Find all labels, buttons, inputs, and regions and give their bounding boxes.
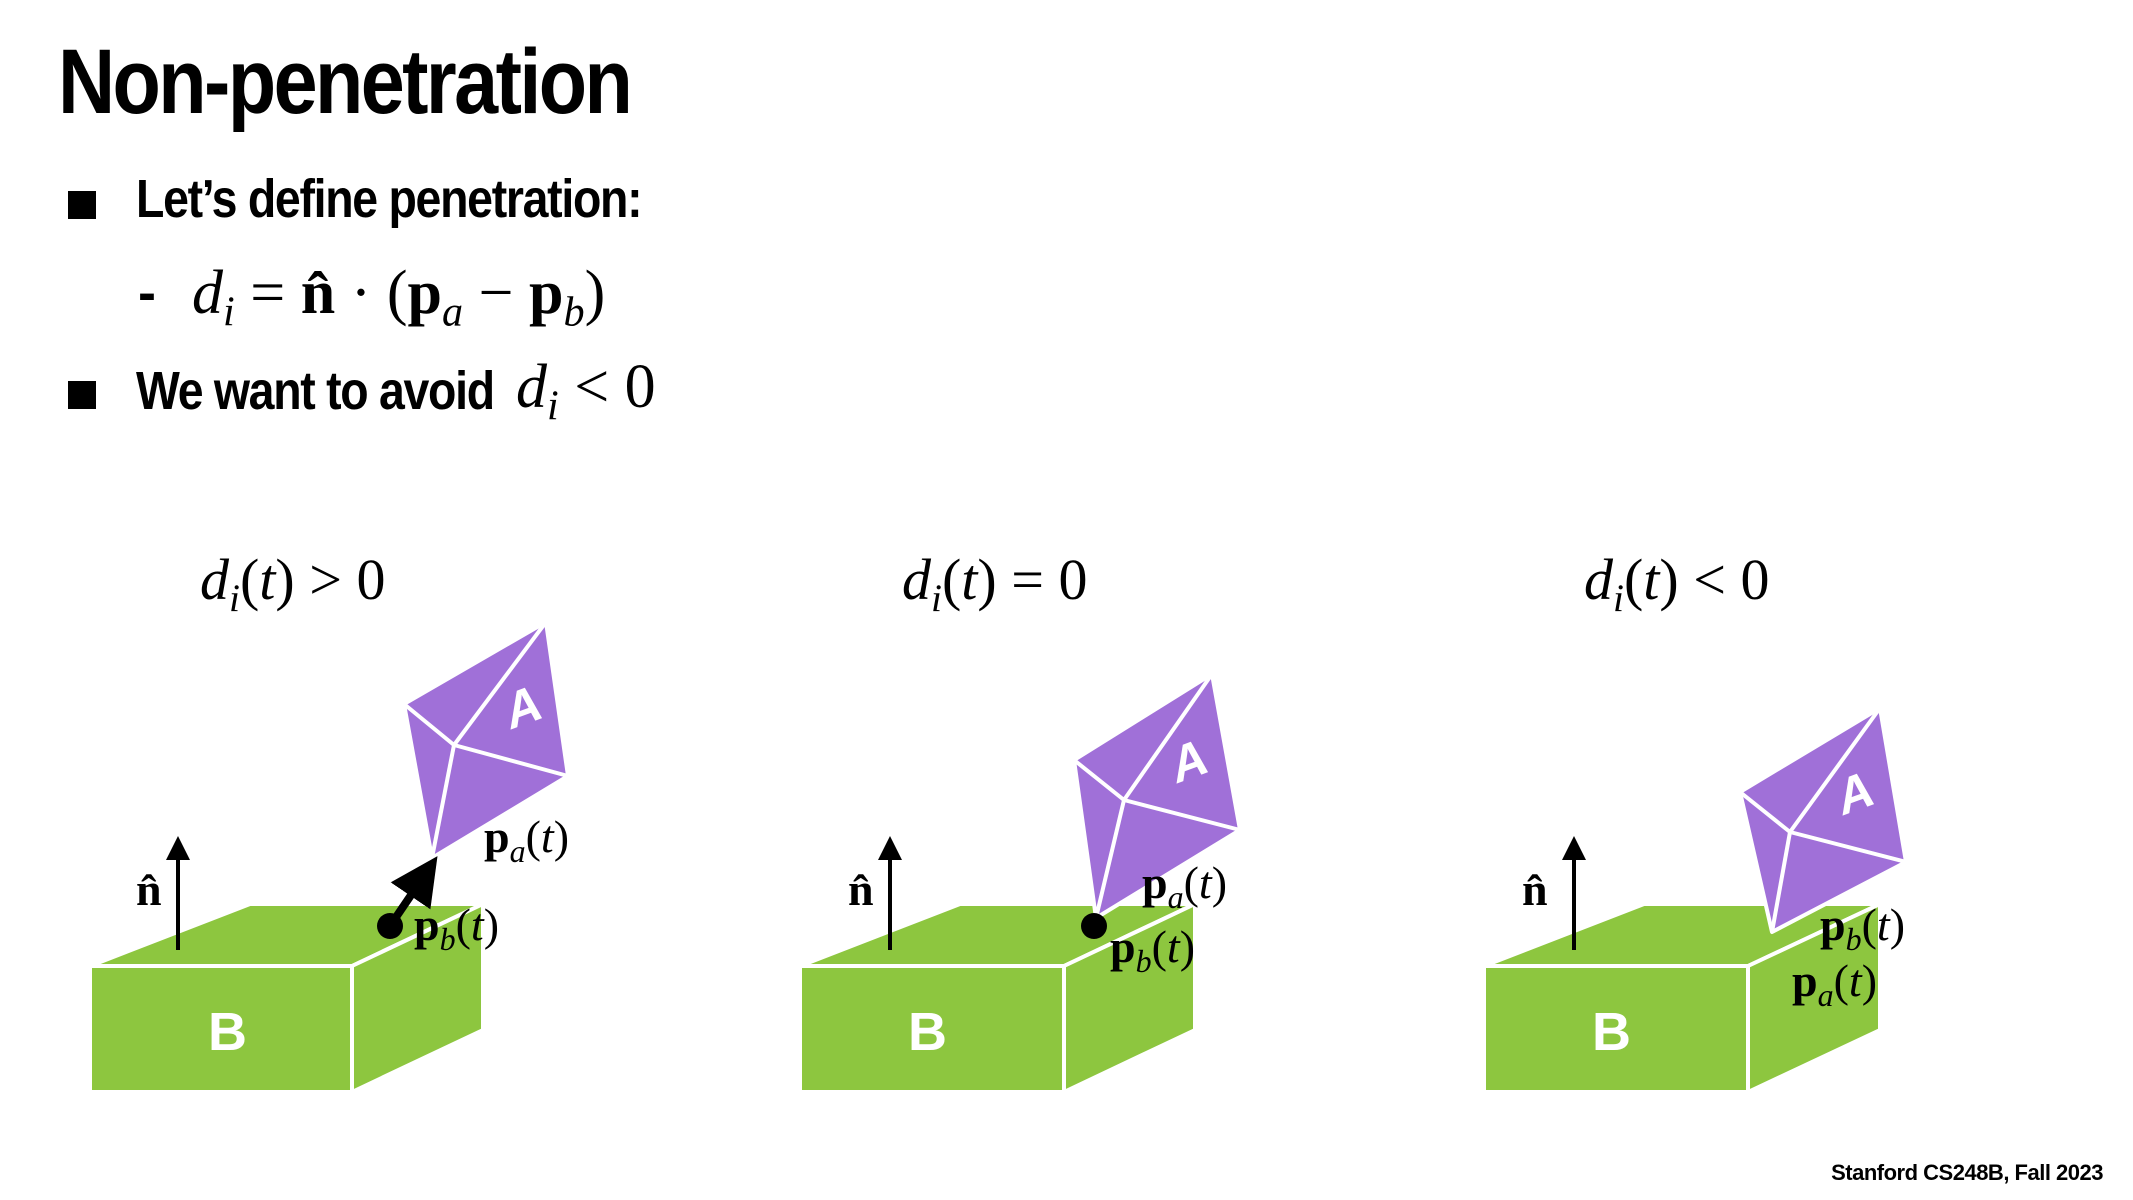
avoid-formula: di < 0	[516, 353, 656, 430]
sub-bullet-dash: -	[138, 263, 156, 323]
box-label: B	[908, 1002, 947, 1062]
bullet-define-penetration: Let’s define penetration:	[136, 169, 643, 229]
penetration-formula: di = n̂ · (pa − pb)	[192, 259, 606, 336]
object-a: A	[1738, 706, 1908, 934]
normal-label: n̂	[848, 864, 874, 915]
panel-3-condition: di(t) < 0	[1584, 547, 1770, 620]
panel-3: B n̂ A pb(t) pa(t)	[1482, 706, 1908, 1096]
bullet-avoid: We want to avoid	[136, 361, 495, 421]
label-pa: pa(t)	[1142, 857, 1227, 915]
normal-arrow: n̂	[1522, 836, 1586, 950]
footer-credit: Stanford CS248B, Fall 2023	[1831, 1160, 2103, 1185]
point-pa-pb	[1081, 913, 1107, 939]
page-title: Non-penetration	[58, 31, 633, 133]
object-a: A	[402, 620, 570, 860]
box-label: B	[208, 1002, 247, 1062]
label-pa: pa(t)	[1792, 955, 1877, 1013]
box-b: B	[1482, 900, 1882, 1096]
normal-label: n̂	[1522, 864, 1548, 915]
normal-label: n̂	[136, 864, 162, 915]
object-a: A	[1072, 672, 1242, 920]
label-pb: pb(t)	[1110, 921, 1195, 979]
box-label: B	[1592, 1002, 1631, 1062]
normal-arrow: n̂	[136, 836, 190, 950]
panel-2: B n̂ A pa(t) pb(t)	[798, 672, 1242, 1096]
bullet-marker	[68, 381, 96, 409]
label-pb: pb(t)	[1820, 899, 1905, 957]
panel-1-condition: di(t) > 0	[200, 547, 386, 620]
normal-arrow: n̂	[848, 836, 902, 950]
bullet-marker	[68, 191, 96, 219]
box-b: B	[798, 900, 1197, 1096]
panel-2-condition: di(t) = 0	[902, 547, 1088, 620]
panel-1: B n̂ A pa(t) pb(t)	[88, 620, 570, 1096]
label-pb: pb(t)	[414, 899, 499, 957]
label-pa: pa(t)	[484, 811, 569, 869]
point-pb	[377, 913, 403, 939]
